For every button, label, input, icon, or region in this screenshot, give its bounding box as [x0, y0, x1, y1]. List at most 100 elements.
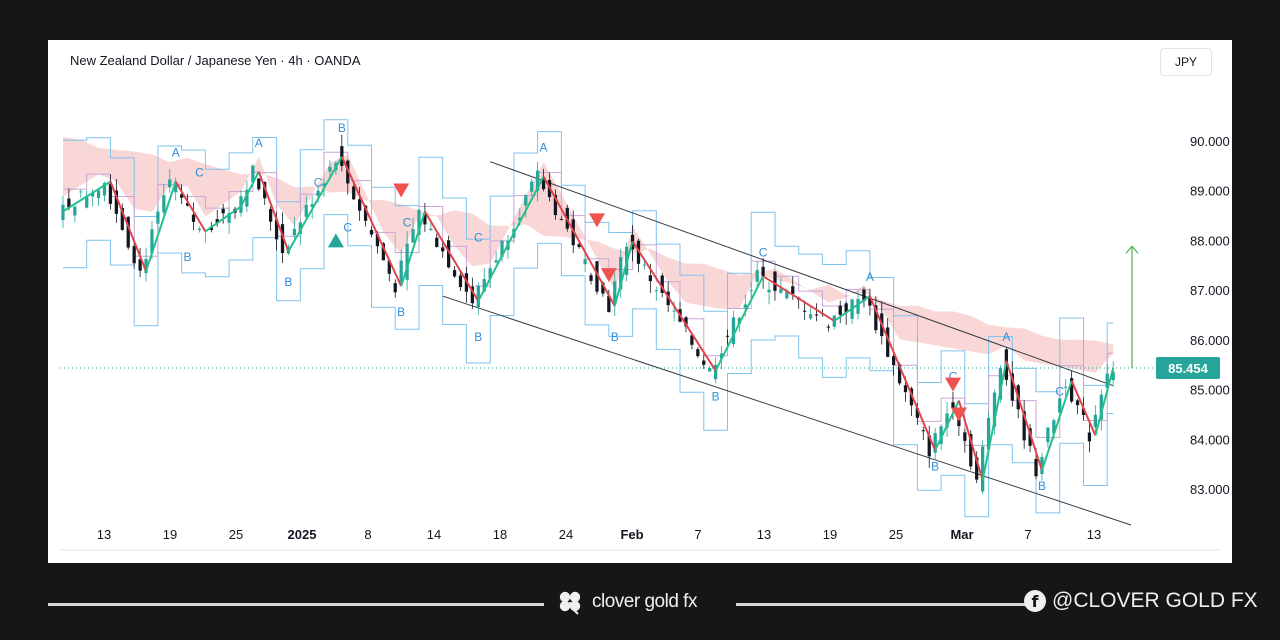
candle-body — [435, 237, 439, 247]
candle-body — [369, 229, 374, 235]
candle-body — [696, 349, 700, 357]
candle-body — [672, 310, 676, 312]
candle-body — [553, 194, 558, 216]
price-chart[interactable]: A C B A B C C B C B B C A B B C A B C A C B 83.000 84.000 85.000… — [48, 40, 1232, 563]
candle — [761, 258, 765, 289]
candle — [838, 300, 842, 323]
candle-body — [530, 181, 534, 192]
wave-labels: A C B A B C C B C B B C A B B C A B C A C B — [172, 121, 1065, 493]
candle — [619, 248, 623, 299]
candle-body — [785, 290, 789, 299]
candle — [67, 188, 71, 211]
candle-body — [915, 408, 919, 418]
y-tick-label: 84.000 — [1190, 432, 1230, 447]
chart-title: New Zealand Dollar / Japanese Yen · 4h ·… — [70, 53, 361, 68]
y-tick-label: 86.000 — [1190, 333, 1230, 348]
candle — [559, 216, 563, 221]
candle-body — [227, 212, 231, 223]
candle-body — [755, 270, 759, 282]
candle-body — [257, 178, 261, 190]
candle — [1046, 427, 1050, 448]
candle-body — [814, 314, 819, 316]
candle-body — [803, 310, 807, 312]
candle — [690, 333, 694, 350]
candle — [227, 207, 231, 234]
candle — [975, 451, 979, 484]
candle-body — [737, 318, 741, 324]
y-tick-label: 89.000 — [1190, 184, 1230, 199]
candle-body — [897, 364, 902, 384]
candle-body — [998, 367, 1003, 400]
candle — [1070, 370, 1074, 404]
candle-body — [269, 208, 273, 222]
zigzag-leg — [400, 211, 426, 287]
candle-body — [684, 317, 688, 327]
x-tick-label: 19 — [823, 527, 837, 542]
candle — [257, 178, 261, 191]
candle-body — [909, 388, 914, 406]
candle-body — [921, 430, 925, 432]
zigzag-leg — [1094, 367, 1115, 436]
candle — [470, 277, 474, 309]
candle-body — [1111, 371, 1115, 381]
candle — [725, 329, 730, 345]
candle-body — [162, 195, 166, 213]
zigzag-leg — [257, 171, 290, 252]
candle-body — [185, 202, 190, 206]
candle-body — [595, 261, 599, 292]
candle — [494, 251, 498, 264]
zigzag-leg — [542, 176, 616, 307]
candle-body — [559, 219, 563, 221]
candle-body — [500, 240, 504, 257]
candle-body — [969, 434, 973, 467]
candle-body — [1099, 394, 1103, 420]
candle — [541, 168, 546, 192]
candle-body — [328, 166, 332, 172]
x-tick-label: 25 — [889, 527, 903, 542]
candle-body — [654, 290, 658, 292]
wave-label: B — [712, 390, 720, 404]
signals — [327, 183, 967, 422]
sell-signal — [944, 377, 961, 392]
candle — [393, 279, 397, 298]
x-tick-label: 19 — [163, 527, 177, 542]
candle-body — [393, 283, 397, 293]
candle — [589, 272, 593, 285]
currency-button[interactable]: JPY — [1160, 48, 1212, 76]
candle-body — [102, 183, 107, 196]
candle-body — [719, 353, 724, 359]
candle-body — [903, 385, 908, 393]
candle-body — [79, 191, 83, 193]
candle-body — [992, 392, 997, 427]
footer-social[interactable]: f @CLOVER GOLD FX — [1024, 587, 1258, 615]
candle — [114, 179, 118, 223]
candle — [435, 233, 439, 248]
zigzag-leg — [1070, 380, 1097, 436]
candle-body — [363, 205, 368, 221]
candle-body — [494, 260, 498, 263]
candle-body — [375, 233, 380, 247]
candle-body — [251, 165, 255, 182]
candle-body — [583, 259, 587, 265]
candle-body — [358, 199, 362, 211]
wave-label: A — [866, 270, 874, 284]
clover-icon — [559, 591, 581, 615]
candle-body — [120, 207, 124, 230]
last-price-label: 85.454 — [1168, 361, 1209, 376]
x-tick-label: 7 — [1024, 527, 1031, 542]
candle-body — [648, 275, 652, 282]
candle — [654, 286, 658, 302]
candle-body — [1028, 428, 1032, 446]
candle — [577, 242, 581, 249]
candle-body — [429, 228, 433, 231]
candle — [156, 206, 160, 230]
candle — [358, 187, 362, 221]
candle-body — [316, 190, 320, 197]
wave-label: B — [184, 250, 192, 264]
candle-body — [168, 179, 172, 188]
wave-label: A — [1002, 330, 1010, 344]
candle — [808, 306, 813, 320]
candle-body — [174, 184, 178, 193]
candle-body — [85, 196, 89, 208]
zigzag-leg — [477, 176, 545, 302]
